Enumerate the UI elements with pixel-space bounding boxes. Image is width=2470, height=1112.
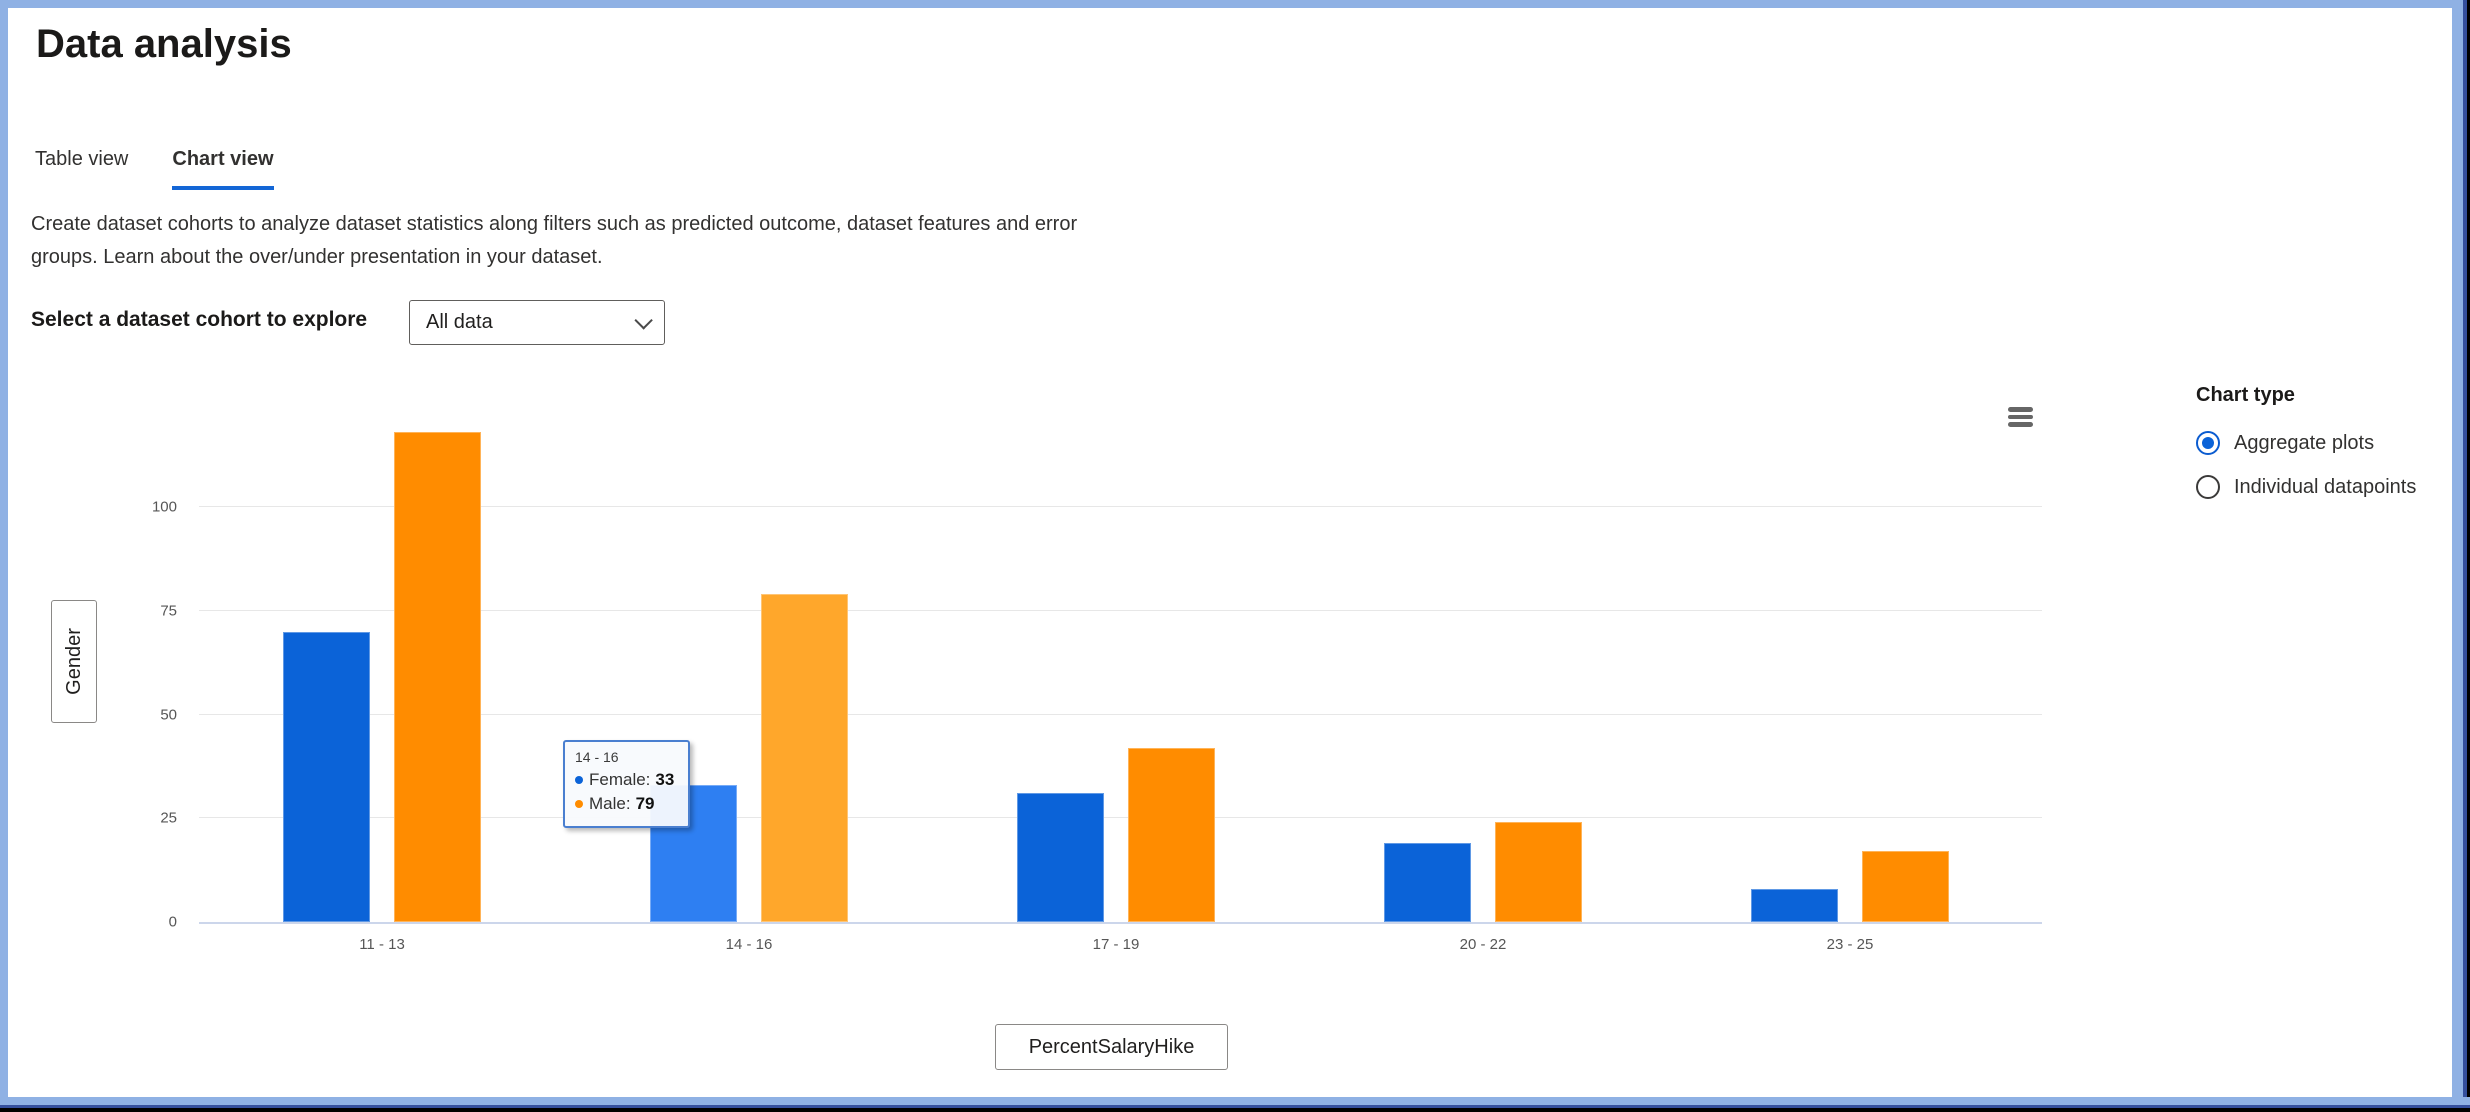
radio-aggregate-plots-label: Aggregate plots	[2234, 431, 2375, 454]
description: Create dataset cohorts to analyze datase…	[31, 208, 1077, 274]
window-frame	[2452, 0, 2463, 1112]
bar-female-11-13[interactable]	[283, 631, 370, 922]
gridline	[199, 817, 2042, 819]
cohort-select-label: Select a dataset cohort to explore	[31, 308, 368, 331]
y-axis-label-text: Gender	[62, 628, 85, 695]
tab-table-view[interactable]: Table view	[35, 148, 129, 170]
cohort-dropdown[interactable]: All data	[409, 300, 665, 345]
tab-bar: Table view Chart view	[35, 148, 318, 190]
radio-individual-datapoints[interactable]: Individual datapoints	[2196, 475, 2416, 499]
x-axis-label-text: PercentSalaryHike	[1028, 1035, 1195, 1058]
chart-type-panel: Chart type Aggregate plots Individual da…	[2196, 384, 2416, 519]
bar-female-17-19[interactable]	[1017, 793, 1104, 922]
tooltip-male-label: Male:	[589, 794, 631, 813]
tooltip-row-female: Female: 33	[575, 768, 678, 792]
radio-individual-datapoints-label: Individual datapoints	[2234, 475, 2417, 498]
tooltip-male-value: 79	[635, 794, 655, 813]
tab-chart-view[interactable]: Chart view	[172, 148, 274, 190]
y-axis-label-button[interactable]: Gender	[51, 600, 97, 723]
male-series-dot-icon	[575, 800, 583, 808]
window-frame	[0, 1097, 2470, 1105]
hamburger-menu-icon	[2007, 422, 2033, 427]
hamburger-menu-icon	[2007, 407, 2033, 412]
x-axis-zero-line	[199, 922, 2042, 924]
window-frame	[0, 0, 8, 1112]
y-axis-tick-label: 0	[168, 913, 177, 931]
bar-female-23-25[interactable]	[1751, 888, 1838, 922]
female-series-dot-icon	[575, 776, 583, 784]
bar-male-14-16[interactable]	[761, 594, 848, 922]
tooltip-female-value: 33	[655, 770, 675, 789]
tooltip-category: 14 - 16	[575, 749, 619, 765]
bar-male-17-19[interactable]	[1128, 747, 1215, 922]
x-axis-tick-label: 11 - 13	[359, 936, 405, 953]
radio-aggregate-plots[interactable]: Aggregate plots	[2196, 431, 2416, 455]
window-frame	[0, 1105, 2470, 1108]
bar-male-20-22[interactable]	[1495, 822, 1582, 922]
x-axis-tick-label: 14 - 16	[725, 936, 773, 953]
x-axis-tick-label: 20 - 22	[1459, 936, 1507, 953]
bar-male-23-25[interactable]	[1862, 851, 1949, 922]
description-line-2: groups. Learn about the over/under prese…	[31, 246, 603, 268]
x-axis-tick-label: 23 - 25	[1826, 936, 1874, 953]
tooltip-female-label: Female:	[589, 770, 651, 789]
window-frame	[2463, 0, 2467, 1112]
page-title: Data analysis	[36, 22, 292, 66]
y-axis-tick-label: 25	[160, 809, 177, 827]
plot-area: 0 25 50 75 100 11 - 13 14 - 16 17 - 19 20 - 22 23…	[152, 420, 2042, 953]
y-axis-tick-label: 75	[160, 602, 177, 620]
bar-male-11-13[interactable]	[394, 432, 481, 922]
gridline	[199, 506, 2042, 508]
tooltip-row-male: Male: 79	[575, 792, 678, 816]
window-frame	[0, 1108, 2470, 1112]
radio-selected-icon	[2196, 431, 2220, 455]
y-axis-tick-label: 100	[151, 498, 177, 516]
chart-tooltip: 14 - 16 Female: 33 Male: 79	[563, 740, 690, 828]
description-line-1: Create dataset cohorts to analyze datase…	[31, 213, 1078, 235]
y-axis-tick-label: 50	[160, 706, 177, 724]
bar-female-20-22[interactable]	[1384, 843, 1471, 922]
chart-type-title: Chart type	[2196, 384, 2295, 406]
x-axis-tick-label: 17 - 19	[1092, 936, 1140, 953]
x-axis-label-button[interactable]: PercentSalaryHike	[995, 1024, 1228, 1070]
window-frame	[0, 0, 2470, 8]
radio-unselected-icon	[2196, 475, 2220, 499]
hamburger-menu-icon	[2007, 414, 2033, 420]
chevron-down-icon	[634, 311, 653, 330]
chart-menu-button[interactable]	[2000, 398, 2040, 436]
gridline	[199, 713, 2042, 715]
cohort-dropdown-value: All data	[426, 311, 493, 333]
gridline	[199, 609, 2042, 611]
